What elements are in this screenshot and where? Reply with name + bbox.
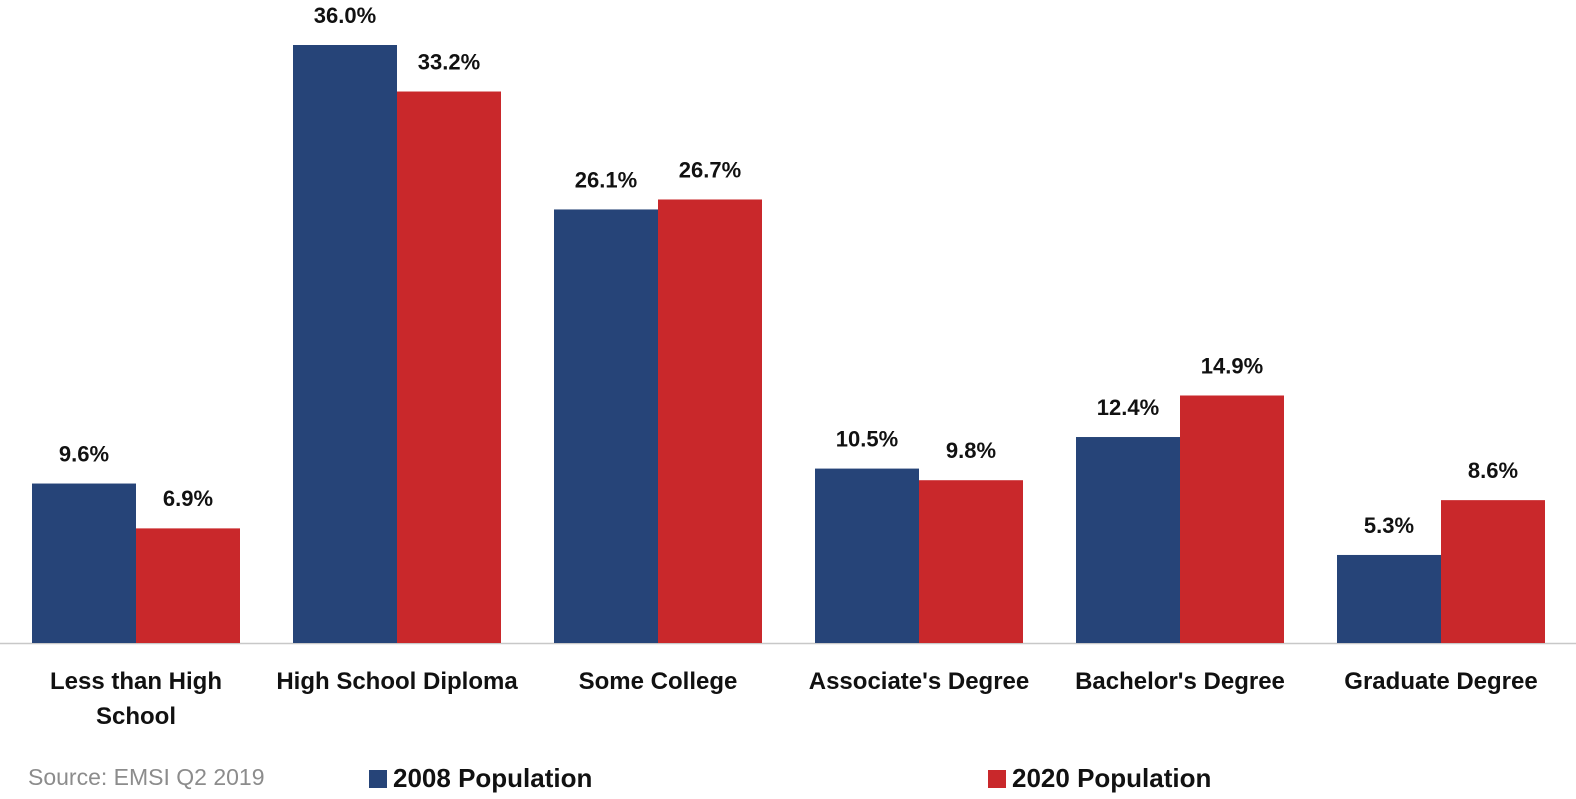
legend-swatch — [988, 770, 1006, 788]
bar — [136, 528, 240, 643]
bar — [1180, 395, 1284, 643]
x-tick-label: Some College — [578, 668, 738, 695]
bar — [32, 483, 136, 643]
data-label: 10.5% — [836, 426, 898, 451]
data-label: 9.8% — [946, 438, 996, 463]
legend-label: 2008 Population — [393, 763, 592, 793]
source: Source: EMSI Q2 2019 — [28, 764, 265, 790]
bar — [1441, 500, 1545, 643]
x-tick-label: Graduate Degree — [1344, 668, 1538, 695]
data-label: 26.7% — [679, 157, 741, 182]
x-tick-label: Bachelor's Degree — [1075, 668, 1285, 695]
data-label: 6.9% — [163, 486, 213, 511]
data-label: 12.4% — [1097, 395, 1159, 420]
bar — [397, 91, 501, 643]
bar — [1076, 437, 1180, 643]
legend-label: 2020 Population — [1012, 763, 1211, 793]
bar — [293, 45, 397, 643]
data-label: 5.3% — [1364, 513, 1414, 538]
x-tick-label: Associate's Degree — [808, 668, 1030, 695]
bar — [658, 199, 762, 643]
legend-swatch — [369, 770, 387, 788]
data-label: 8.6% — [1468, 458, 1518, 483]
bar — [554, 209, 658, 643]
x-tick-label: Less than High School — [49, 668, 223, 730]
data-label: 36.0% — [314, 3, 376, 28]
data-label: 9.6% — [59, 441, 109, 466]
data-label: 14.9% — [1201, 353, 1263, 378]
bar — [815, 468, 919, 643]
bar — [1337, 554, 1441, 643]
data-label: 33.2% — [418, 49, 480, 74]
bar — [919, 480, 1023, 643]
x-tick-label: High School Diploma — [276, 668, 518, 695]
data-label: 26.1% — [575, 167, 637, 192]
